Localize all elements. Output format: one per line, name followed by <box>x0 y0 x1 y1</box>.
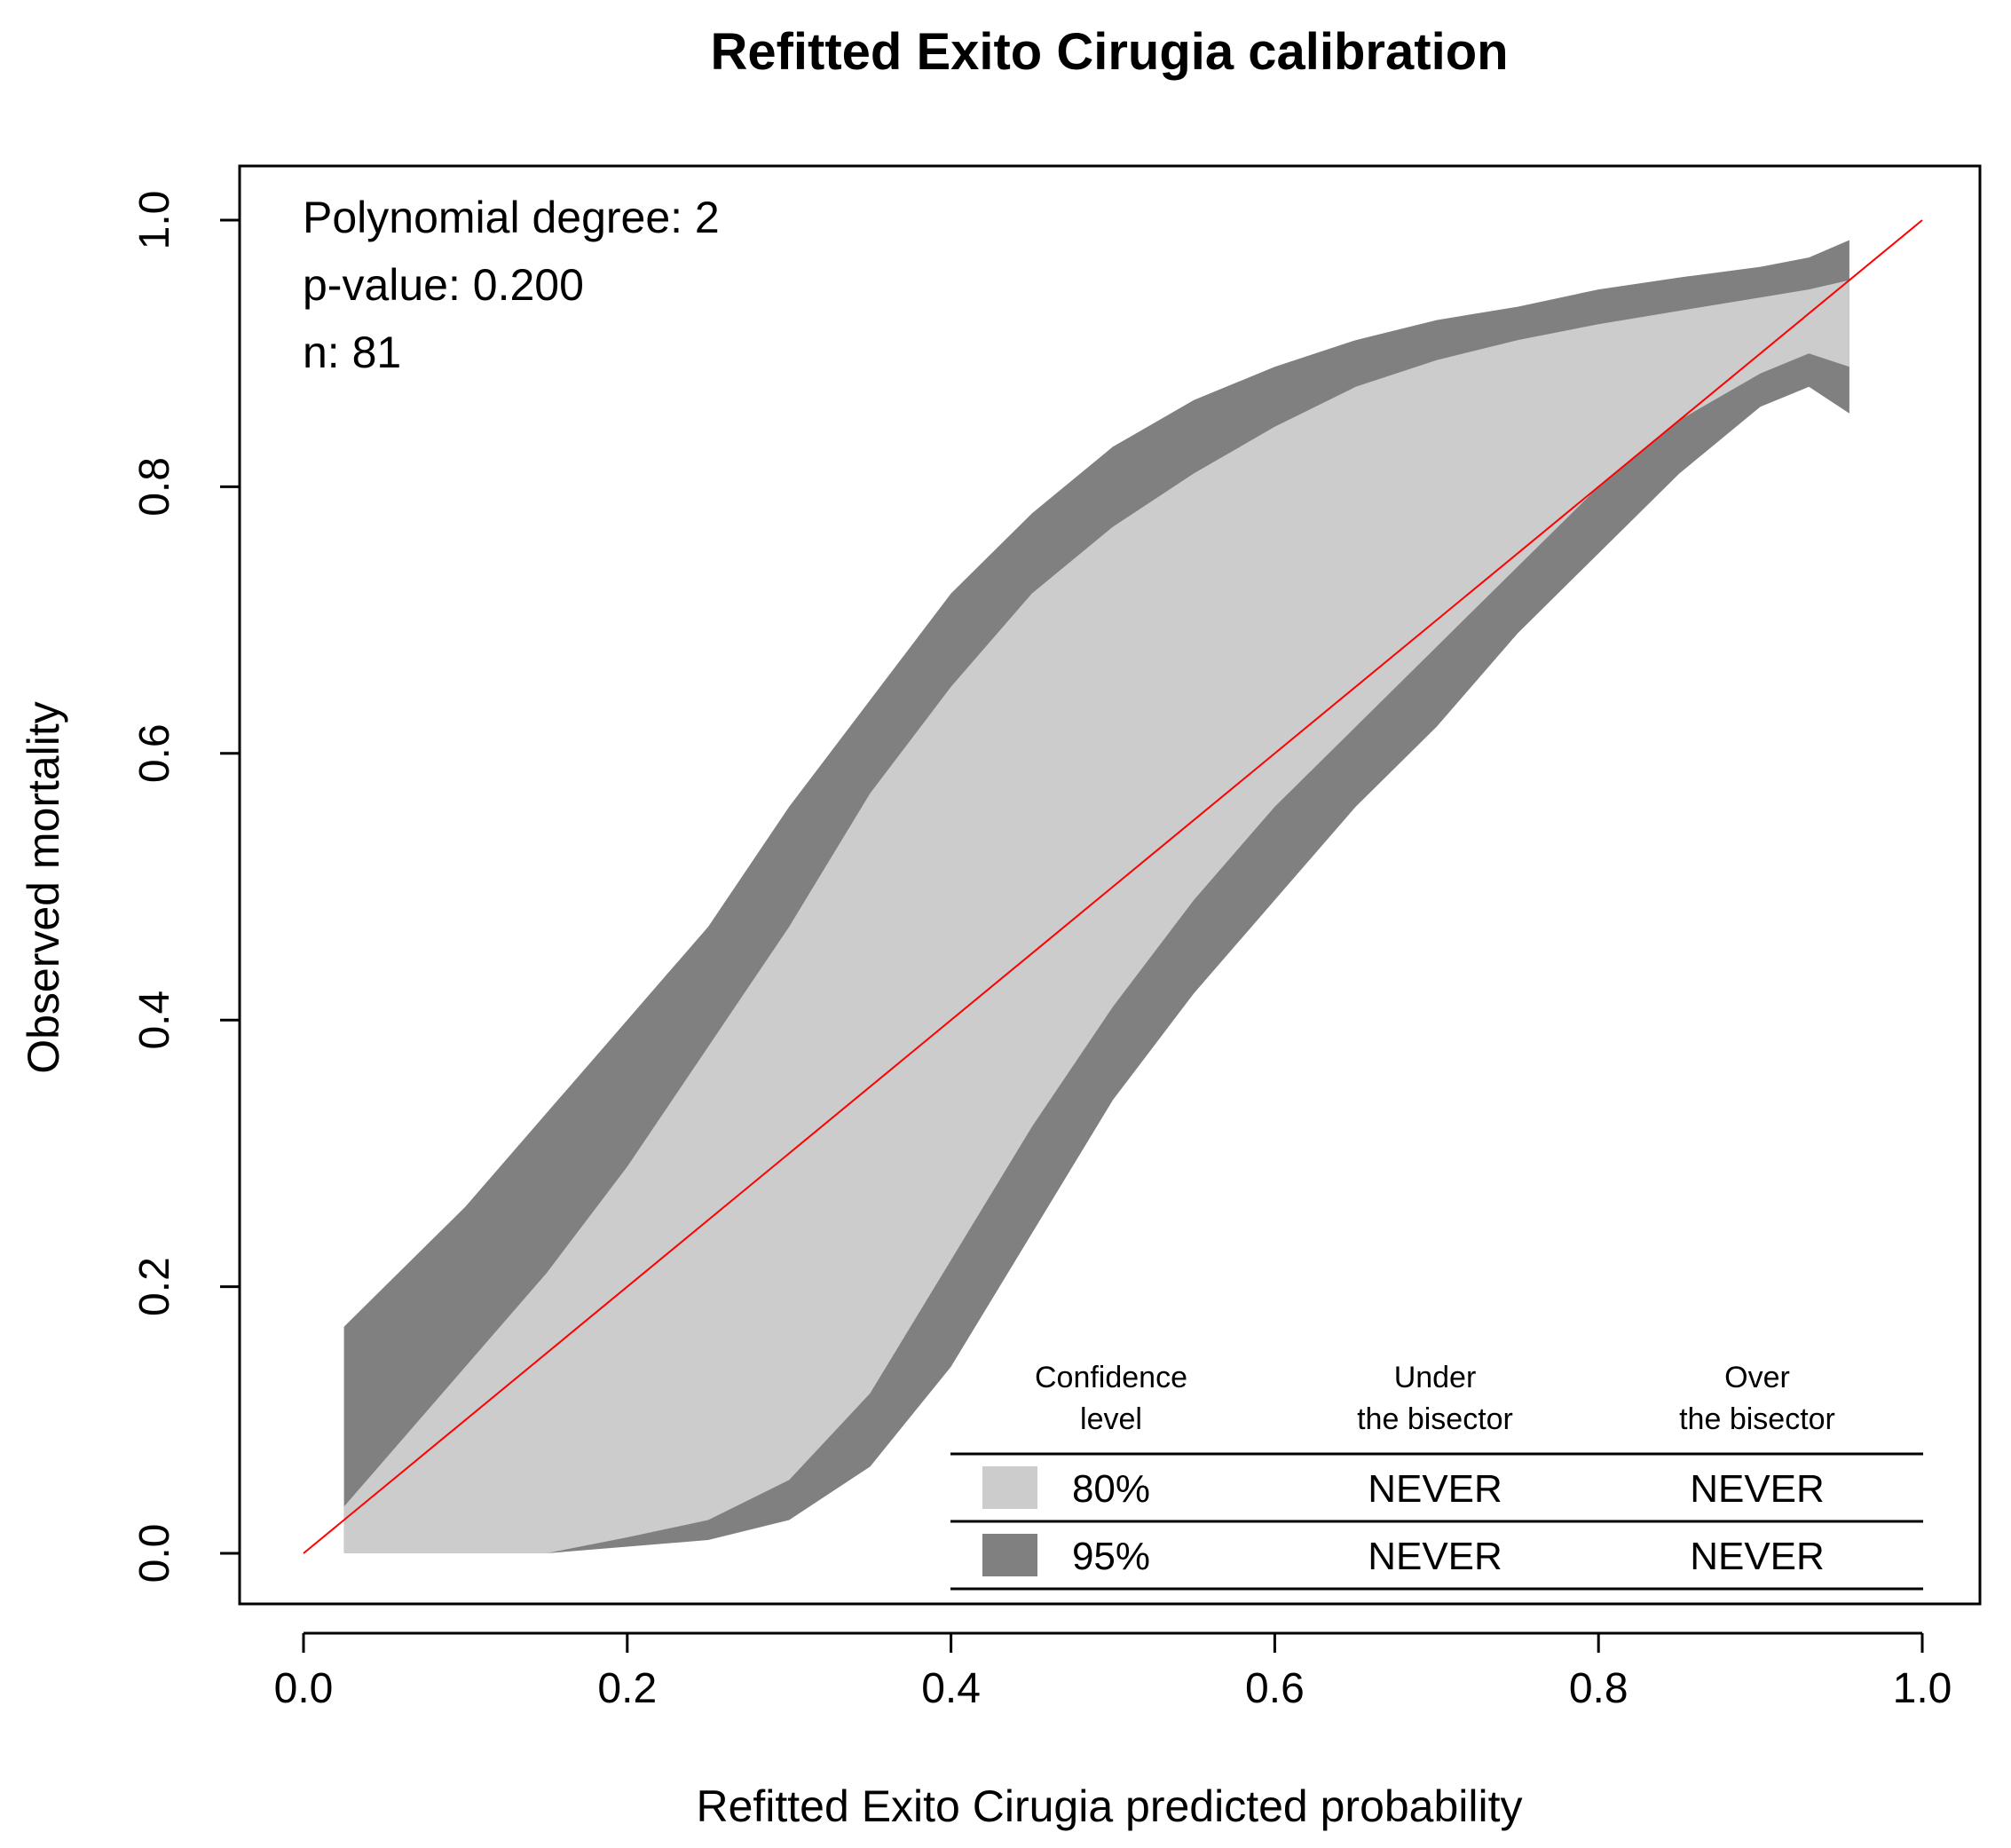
legend-row-95-over: NEVER <box>1690 1535 1825 1578</box>
legend-swatch-95 <box>982 1534 1037 1576</box>
y-tick-label: 0.8 <box>131 457 178 517</box>
legend: Confidence level Under the bisector Over… <box>950 1361 1923 1591</box>
legend-header-level-1: Confidence <box>1035 1361 1187 1394</box>
x-axis: 0.0 0.2 0.4 0.6 0.8 1.0 <box>274 1631 1952 1712</box>
y-axis-label: Observed mortality <box>19 701 68 1074</box>
legend-row-80-level: 80% <box>1072 1467 1150 1511</box>
bisector-line <box>303 219 1923 1554</box>
y-tick-label: 1.0 <box>131 191 178 250</box>
x-tick-label: 0.8 <box>1569 1665 1629 1712</box>
x-tick-label: 0.2 <box>597 1665 657 1712</box>
legend-row-80-over: NEVER <box>1690 1467 1825 1511</box>
y-tick-label: 0.0 <box>131 1524 178 1583</box>
confidence-bands <box>343 240 1849 1554</box>
annotation-degree: Polynomial degree: 2 <box>303 193 720 242</box>
legend-header-over-2: the bisector <box>1679 1402 1835 1436</box>
legend-row-95-level: 95% <box>1072 1535 1150 1578</box>
x-tick-label: 0.4 <box>921 1665 981 1712</box>
x-tick-label: 1.0 <box>1893 1665 1952 1712</box>
y-tick-label: 0.4 <box>131 991 178 1050</box>
legend-row-80-under: NEVER <box>1368 1467 1502 1511</box>
legend-header-over-1: Over <box>1724 1361 1790 1394</box>
annotation-n: n: 81 <box>303 328 401 377</box>
legend-header-under-1: Under <box>1394 1361 1477 1394</box>
x-tick-label: 0.6 <box>1245 1665 1305 1712</box>
x-axis-label: Refitted Exito Cirugia predicted probabi… <box>696 1781 1522 1831</box>
y-tick-label: 0.6 <box>131 723 178 783</box>
legend-row-95-under: NEVER <box>1368 1535 1502 1578</box>
x-tick-label: 0.0 <box>274 1665 334 1712</box>
legend-swatch-80 <box>982 1466 1037 1509</box>
legend-header-under-2: the bisector <box>1357 1402 1513 1436</box>
y-axis: 0.0 0.2 0.4 0.6 0.8 1.0 <box>131 191 241 1583</box>
legend-header-level-2: level <box>1080 1402 1142 1436</box>
band-80 <box>343 280 1849 1554</box>
chart-title: Refitted Exito Cirugia calibration <box>710 23 1508 81</box>
y-tick-label: 0.2 <box>131 1257 178 1316</box>
annotation-pvalue: p-value: 0.200 <box>303 260 584 310</box>
